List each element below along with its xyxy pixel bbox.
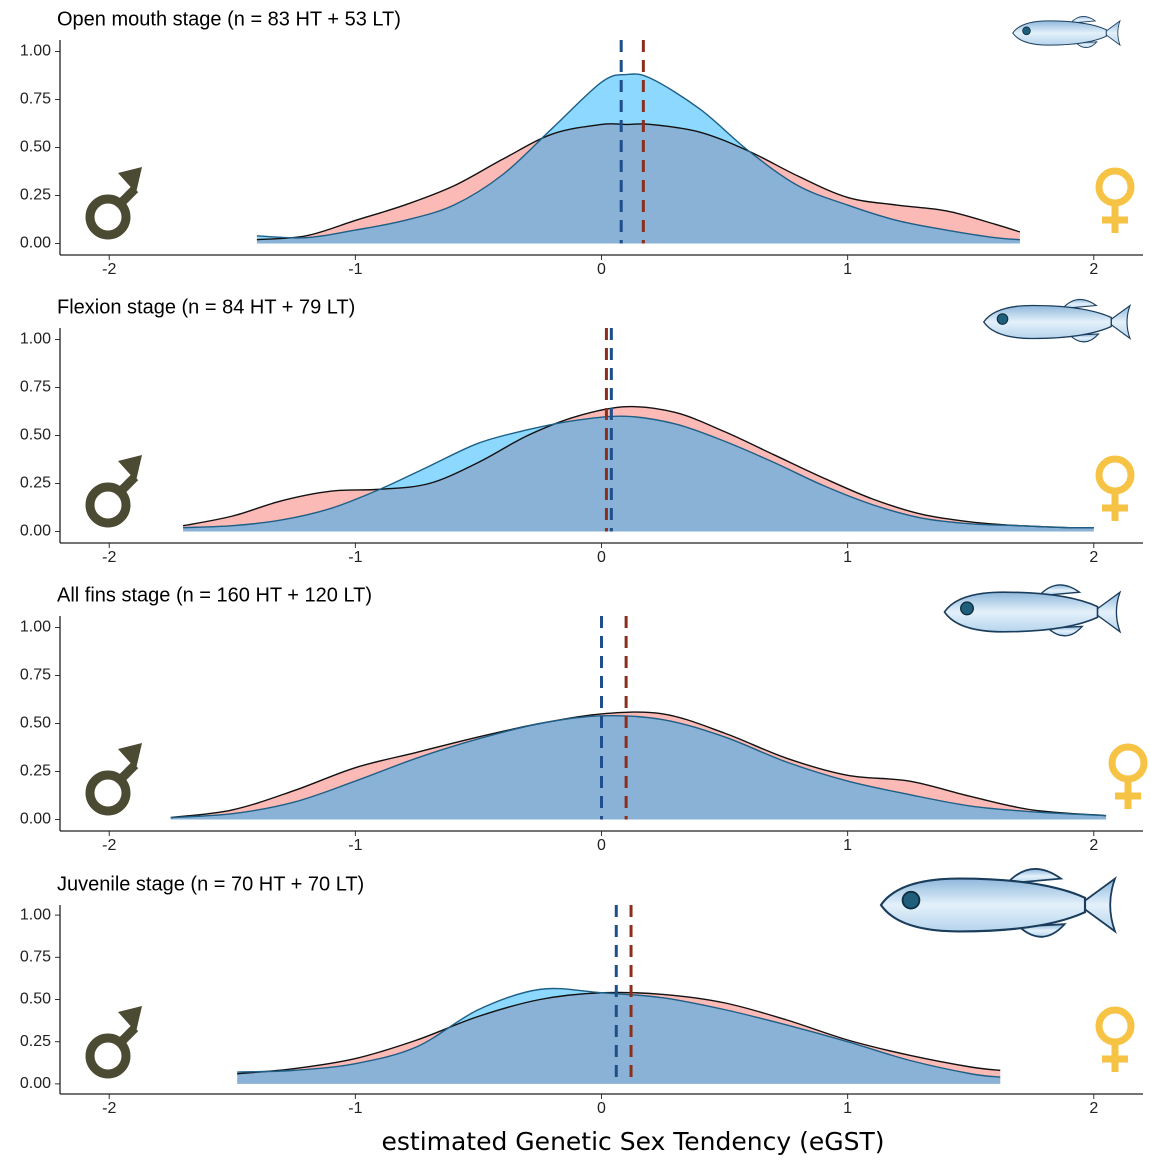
panel-title: Flexion stage (n = 84 HT + 79 LT)	[57, 296, 355, 318]
y-tick-label: 1.00	[20, 906, 51, 923]
fish-illustration	[984, 299, 1130, 341]
y-tick-label: 0.00	[20, 1075, 51, 1092]
y-tick-label: 0.00	[20, 235, 51, 252]
x-tick-label: -1	[348, 549, 362, 566]
x-tick-label: 2	[1089, 549, 1098, 566]
y-tick-label: 1.00	[20, 331, 51, 348]
panel-title: Open mouth stage (n = 83 HT + 53 LT)	[57, 8, 401, 30]
panel-title: Juvenile stage (n = 70 HT + 70 LT)	[57, 873, 364, 895]
y-tick-label: 0.25	[20, 187, 51, 204]
y-tick-label: 0.50	[20, 427, 51, 444]
x-tick-label: 2	[1089, 837, 1098, 854]
x-tick-label: -2	[102, 1100, 116, 1117]
male-symbol	[120, 477, 135, 492]
male-symbol	[120, 1028, 135, 1043]
female-symbol	[1112, 747, 1144, 779]
y-tick-label: 0.25	[20, 763, 51, 780]
y-tick-label: 0.25	[20, 1033, 51, 1050]
y-tick-label: 0.75	[20, 667, 51, 684]
x-tick-label: -1	[348, 261, 362, 278]
female-symbol	[1099, 171, 1131, 203]
y-tick-label: 1.00	[20, 619, 51, 636]
male-symbol	[120, 189, 135, 204]
female-symbol	[1099, 459, 1131, 491]
x-tick-label: 2	[1089, 1100, 1098, 1117]
fish-illustration	[1013, 16, 1120, 47]
y-tick-label: 0.25	[20, 475, 51, 492]
male-symbol	[120, 765, 135, 780]
fish-illustration	[945, 585, 1121, 636]
fish-illustration	[881, 869, 1115, 937]
x-tick-label: -2	[102, 837, 116, 854]
density-area	[237, 989, 1000, 1084]
y-tick-label: 0.75	[20, 91, 51, 108]
x-tick-label: 1	[843, 837, 852, 854]
y-tick-label: 0.50	[20, 991, 51, 1008]
x-tick-label: 0	[597, 1100, 606, 1117]
density-area	[183, 416, 1094, 531]
x-tick-label: -1	[348, 1100, 362, 1117]
x-tick-label: 1	[843, 549, 852, 566]
x-tick-label: -2	[102, 261, 116, 278]
fish-eye	[903, 892, 920, 909]
fish-eye	[961, 602, 974, 615]
y-tick-label: 1.00	[20, 43, 51, 60]
y-tick-label: 0.50	[20, 139, 51, 156]
y-tick-label: 0.75	[20, 379, 51, 396]
x-tick-label: 2	[1089, 261, 1098, 278]
y-tick-label: 0.50	[20, 715, 51, 732]
x-tick-label: 0	[597, 261, 606, 278]
female-symbol	[1099, 1010, 1131, 1042]
x-axis-label: estimated Genetic Sex Tendency (eGST)	[381, 1127, 884, 1156]
fish-eye	[997, 314, 1008, 325]
panel-title: All fins stage (n = 160 HT + 120 LT)	[57, 584, 372, 606]
fish-eye	[1023, 27, 1031, 35]
y-tick-label: 0.00	[20, 811, 51, 828]
y-tick-label: 0.75	[20, 949, 51, 966]
y-tick-label: 0.00	[20, 523, 51, 540]
x-tick-label: -2	[102, 549, 116, 566]
figure: estimated Genetic Sex Tendency (eGST) Op…	[0, 0, 1151, 1161]
x-tick-label: 0	[597, 549, 606, 566]
x-tick-label: 0	[597, 837, 606, 854]
x-tick-label: 1	[843, 261, 852, 278]
x-tick-label: -1	[348, 837, 362, 854]
x-tick-label: 1	[843, 1100, 852, 1117]
